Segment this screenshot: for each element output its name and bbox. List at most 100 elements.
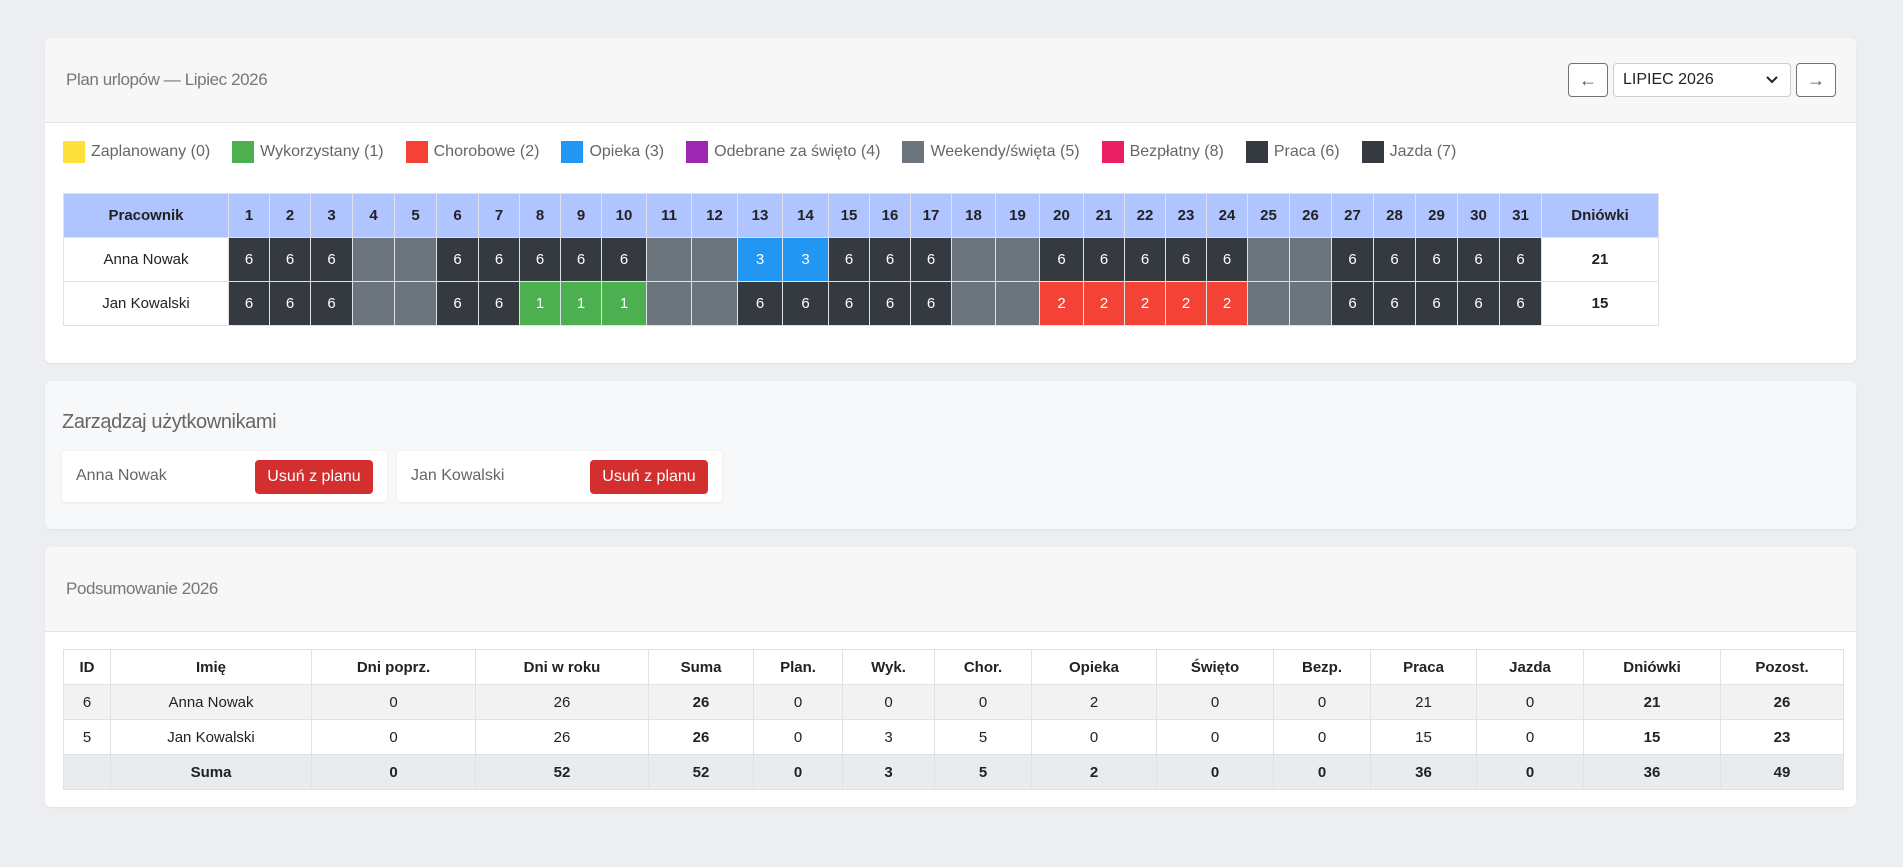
day-cell[interactable]: 6 xyxy=(869,281,911,326)
day-cell[interactable]: 6 xyxy=(601,237,647,282)
day-cell[interactable]: 6 xyxy=(1331,237,1374,282)
summary-header-cell: Chor. xyxy=(934,649,1032,685)
day-cell[interactable] xyxy=(394,237,437,282)
legend-swatch xyxy=(561,141,584,163)
day-cell[interactable] xyxy=(352,281,395,326)
day-cell[interactable]: 2 xyxy=(1083,281,1125,326)
legend-item: Bezpłatny (8) xyxy=(1101,141,1224,163)
header-day: 23 xyxy=(1165,193,1207,238)
day-cell[interactable]: 6 xyxy=(478,237,520,282)
day-cell[interactable]: 2 xyxy=(1124,281,1166,326)
day-cell[interactable] xyxy=(995,237,1040,282)
day-cell[interactable]: 6 xyxy=(269,281,311,326)
day-cell[interactable]: 3 xyxy=(737,237,783,282)
legend-item: Zaplanowany (0) xyxy=(63,141,210,163)
summary-cell: Jan Kowalski xyxy=(110,719,312,755)
header-day: 30 xyxy=(1457,193,1500,238)
day-cell[interactable]: 6 xyxy=(478,281,520,326)
day-cell[interactable]: 6 xyxy=(1039,237,1084,282)
day-cell[interactable] xyxy=(1289,281,1332,326)
day-cell[interactable]: 2 xyxy=(1206,281,1248,326)
summary-header-cell: Plan. xyxy=(753,649,843,685)
remove-from-plan-button[interactable]: Usuń z planu xyxy=(590,460,708,494)
day-cell[interactable]: 6 xyxy=(828,281,870,326)
legend-label: Jazda (7) xyxy=(1389,143,1457,160)
day-cell[interactable]: 6 xyxy=(1124,237,1166,282)
legend-label: Opieka (3) xyxy=(589,143,665,160)
summary-card: Podsumowanie 2026 ID Imię Dni poprz. Dni w … xyxy=(45,547,1856,807)
day-cell[interactable]: 6 xyxy=(1457,237,1500,282)
day-cell[interactable]: 6 xyxy=(910,237,952,282)
prev-month-button[interactable]: ← xyxy=(1568,63,1608,97)
employee-name: Jan Kowalski xyxy=(63,281,229,326)
day-cell[interactable]: 6 xyxy=(228,281,270,326)
legend-label: Chorobowe (2) xyxy=(433,143,540,160)
day-cell[interactable]: 6 xyxy=(519,237,561,282)
day-cell[interactable]: 6 xyxy=(1499,281,1542,326)
day-cell[interactable] xyxy=(951,237,996,282)
header-day: 10 xyxy=(601,193,647,238)
summary-total-cell: 0 xyxy=(311,754,476,790)
next-month-button[interactable]: → xyxy=(1796,63,1836,97)
summary-cell: 0 xyxy=(1156,684,1274,720)
day-cell[interactable]: 6 xyxy=(1206,237,1248,282)
summary-header-cell: Święto xyxy=(1156,649,1274,685)
user-tile: Jan Kowalski Usuń z planu xyxy=(397,451,722,502)
day-cell[interactable]: 6 xyxy=(436,281,479,326)
legend-label: Praca (6) xyxy=(1273,143,1340,160)
day-cell[interactable]: 1 xyxy=(560,281,602,326)
day-cell[interactable]: 6 xyxy=(869,237,911,282)
legend-item: Wykorzystany (1) xyxy=(232,141,384,163)
day-cell[interactable] xyxy=(1247,281,1290,326)
day-cell[interactable] xyxy=(646,237,692,282)
remove-from-plan-button[interactable]: Usuń z planu xyxy=(255,460,373,494)
day-cell[interactable]: 6 xyxy=(737,281,783,326)
day-cell[interactable]: 6 xyxy=(1331,281,1374,326)
day-cell[interactable] xyxy=(352,237,395,282)
day-cell[interactable]: 6 xyxy=(1373,237,1416,282)
summary-header-cell: Opieka xyxy=(1031,649,1157,685)
day-cell[interactable]: 3 xyxy=(782,237,829,282)
day-cell[interactable]: 6 xyxy=(1165,237,1207,282)
summary-header-cell: Dniówki xyxy=(1583,649,1721,685)
month-select[interactable]: LIPIEC 2026 xyxy=(1613,63,1791,97)
day-cell[interactable] xyxy=(646,281,692,326)
summary-table: ID Imię Dni poprz. Dni w roku Suma Plan. Wyk. C… xyxy=(63,649,1844,790)
summary-total-cell: 49 xyxy=(1720,754,1844,790)
day-cell[interactable]: 6 xyxy=(560,237,602,282)
day-cell[interactable]: 6 xyxy=(1457,281,1500,326)
header-day: 11 xyxy=(646,193,692,238)
day-cell[interactable] xyxy=(394,281,437,326)
day-cell[interactable] xyxy=(1289,237,1332,282)
day-cell[interactable]: 6 xyxy=(1415,281,1458,326)
day-cell[interactable] xyxy=(1247,237,1290,282)
day-cell[interactable]: 2 xyxy=(1039,281,1084,326)
day-cell[interactable]: 6 xyxy=(310,237,353,282)
summary-total-cell: 2 xyxy=(1031,754,1157,790)
day-cell[interactable]: 6 xyxy=(436,237,479,282)
day-cell[interactable] xyxy=(951,281,996,326)
header-day: 1 xyxy=(228,193,270,238)
day-cell[interactable]: 6 xyxy=(228,237,270,282)
day-cell[interactable]: 6 xyxy=(828,237,870,282)
summary-cell: 0 xyxy=(1156,719,1274,755)
header-day: 6 xyxy=(436,193,479,238)
day-cell[interactable]: 6 xyxy=(269,237,311,282)
day-cell[interactable]: 6 xyxy=(782,281,829,326)
day-cell[interactable]: 6 xyxy=(1373,281,1416,326)
day-cell[interactable] xyxy=(995,281,1040,326)
day-cell[interactable]: 6 xyxy=(1499,237,1542,282)
header-total: Dniówki xyxy=(1541,193,1659,238)
day-cell[interactable] xyxy=(691,237,738,282)
day-cell[interactable]: 1 xyxy=(601,281,647,326)
day-cell[interactable]: 6 xyxy=(910,281,952,326)
day-cell[interactable]: 6 xyxy=(310,281,353,326)
header-day: 9 xyxy=(560,193,602,238)
day-cell[interactable]: 1 xyxy=(519,281,561,326)
day-cell[interactable]: 6 xyxy=(1083,237,1125,282)
day-cell[interactable]: 2 xyxy=(1165,281,1207,326)
header-day: 8 xyxy=(519,193,561,238)
day-cell[interactable] xyxy=(691,281,738,326)
day-cell[interactable]: 6 xyxy=(1415,237,1458,282)
summary-cell: 5 xyxy=(63,719,111,755)
